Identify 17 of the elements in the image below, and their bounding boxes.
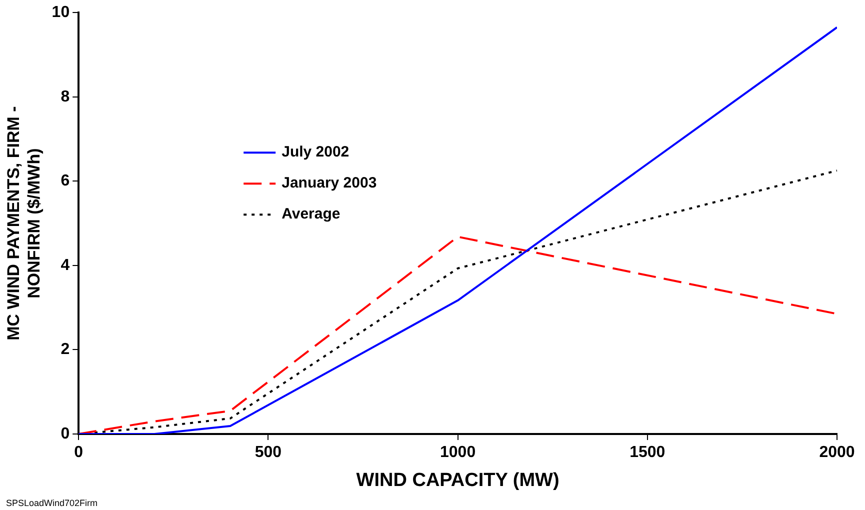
x-axis-title: WIND CAPACITY (MW) (356, 470, 560, 491)
y-tick-label: 2 (60, 341, 70, 358)
x-tick-label: 2000 (819, 444, 855, 462)
y-axis-title: MC WIND PAYMENTS, FIRM - NONFIRM ($/MWh) (4, 106, 44, 340)
text: SPSLoadWind702Firm (6, 498, 98, 508)
y-tick-label: 10 (52, 4, 70, 22)
legend-label: January 2003 (282, 174, 377, 192)
y-tick-label: 0 (60, 425, 70, 442)
legend-label: July 2002 (282, 144, 350, 161)
y-tick-label: 6 (60, 172, 70, 190)
y-tick-label: 4 (60, 256, 70, 274)
x-tick-label: 500 (254, 444, 282, 462)
y-tick-label: 8 (60, 88, 70, 106)
legend-label: Average (282, 206, 340, 223)
x-tick-label: 0 (74, 444, 84, 462)
x-tick-label: 1500 (630, 444, 666, 462)
x-tick-label: 1000 (440, 444, 476, 462)
